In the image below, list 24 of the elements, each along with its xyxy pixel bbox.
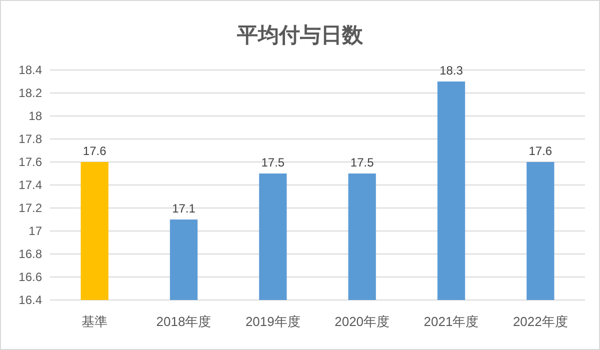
y-tick-label: 17.6 xyxy=(18,155,42,169)
x-tick-label: 2019年度 xyxy=(245,314,300,329)
x-tick-label: 2022年度 xyxy=(512,314,568,329)
data-label: 18.3 xyxy=(440,64,464,78)
data-label: 17.6 xyxy=(528,144,552,158)
y-tick-label: 17.2 xyxy=(18,201,42,215)
y-tick-label: 16.8 xyxy=(18,247,42,261)
y-tick-label: 16.6 xyxy=(18,270,42,284)
y-tick-label: 17.8 xyxy=(18,132,42,146)
data-label: 17.5 xyxy=(261,156,285,170)
x-tick-label: 2018年度 xyxy=(156,314,212,329)
y-tick-label: 17 xyxy=(28,224,42,238)
x-tick-label: 2021年度 xyxy=(424,314,479,329)
y-tick-label: 17.4 xyxy=(18,178,42,192)
y-tick-label: 16.4 xyxy=(18,293,42,307)
y-tick-label: 18.4 xyxy=(18,63,42,77)
x-tick-label: 2020年度 xyxy=(334,314,390,329)
y-tick-label: 18 xyxy=(28,109,42,123)
data-label: 17.5 xyxy=(350,156,374,170)
data-label: 17.1 xyxy=(172,202,196,216)
y-tick-label: 18.2 xyxy=(18,86,42,100)
chart-title: 平均付与日数 xyxy=(236,24,364,47)
data-label: 17.6 xyxy=(82,144,107,158)
x-tick-label: 基準 xyxy=(82,314,108,329)
